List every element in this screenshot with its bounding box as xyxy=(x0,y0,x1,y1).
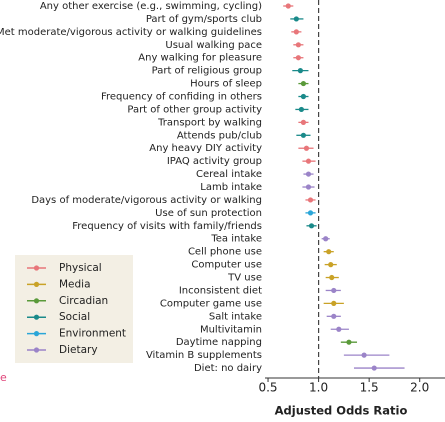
x-tick-label: 0.5 xyxy=(258,381,277,395)
row-label: Inconsistent diet xyxy=(179,285,262,296)
point xyxy=(326,249,332,255)
legend-dot xyxy=(33,281,40,287)
row-label: Vitamin B supplements xyxy=(146,350,262,361)
row-label: Any other exercise (e.g., swimming, cycl… xyxy=(40,1,262,12)
point xyxy=(323,236,329,242)
row-label: Usual walking pace xyxy=(165,40,262,51)
point xyxy=(361,352,367,358)
point xyxy=(295,55,301,61)
row-label: TV use xyxy=(227,273,262,284)
row-label: Any walking for pleasure xyxy=(138,53,262,64)
row-label: Frequency of confiding in others xyxy=(101,92,262,103)
point xyxy=(305,171,312,177)
point xyxy=(300,132,307,138)
point xyxy=(331,300,337,306)
point xyxy=(328,262,334,268)
legend-dot xyxy=(33,314,40,320)
x-tick-label: 1.0 xyxy=(309,381,328,395)
row-label: Days of moderate/vigorous activity or wa… xyxy=(31,195,262,206)
point xyxy=(305,184,312,190)
legend-label: Physical xyxy=(59,262,102,274)
point xyxy=(293,16,299,22)
legend-label: Dietary xyxy=(59,344,98,356)
point xyxy=(307,197,314,203)
point xyxy=(371,365,377,371)
row-label: Multivitamin xyxy=(200,324,262,335)
x-tick-label: 2.0 xyxy=(410,381,429,395)
row-label: Any heavy DIY activity xyxy=(149,143,262,154)
point xyxy=(331,287,337,294)
text-fragment: e xyxy=(0,371,7,384)
legend-dot xyxy=(33,298,40,304)
point xyxy=(293,29,299,35)
row-label: Attends pub/club xyxy=(177,130,262,141)
point xyxy=(285,3,291,9)
point xyxy=(303,145,310,151)
legend-label: Social xyxy=(59,311,90,323)
point xyxy=(300,80,307,87)
legend-dot xyxy=(33,331,40,337)
row-label: Part of other group activity xyxy=(127,104,262,115)
row-label: Transport by walking xyxy=(157,117,262,128)
row-label: Salt intake xyxy=(209,311,262,322)
row-label: Part of religious group xyxy=(152,66,262,77)
point xyxy=(295,42,301,48)
row-label: Hours of sleep xyxy=(190,79,262,90)
point xyxy=(298,106,305,113)
legend-dot xyxy=(33,347,40,353)
point xyxy=(308,223,315,229)
row-label: Computer use xyxy=(191,260,262,271)
row-label: Use of sun protection xyxy=(155,208,262,219)
point xyxy=(346,339,352,345)
x-tick-label: 1.5 xyxy=(360,381,379,395)
row-label: Tea intake xyxy=(210,234,262,245)
point xyxy=(300,93,307,100)
row-label: Daytime napping xyxy=(176,337,262,348)
point xyxy=(300,119,307,125)
row-label: Frequency of visits with family/friends xyxy=(72,221,262,232)
row-label: Met moderate/vigorous activity or walkin… xyxy=(0,27,262,38)
x-axis-label: Adjusted Odds Ratio xyxy=(275,404,408,418)
point xyxy=(305,158,312,164)
row-label: IPAQ activity group xyxy=(167,156,262,167)
legend-dot xyxy=(33,265,40,271)
row-label: Part of gym/sports club xyxy=(146,14,262,25)
point xyxy=(297,68,303,74)
legend-label: Media xyxy=(59,278,91,290)
legend-box xyxy=(15,255,133,363)
point xyxy=(336,326,342,332)
row-label: Cereal intake xyxy=(196,169,262,180)
point xyxy=(307,210,314,216)
legend-label: Environment xyxy=(59,328,126,340)
row-label: Diet: no dairy xyxy=(194,363,262,374)
row-label: Cell phone use xyxy=(188,247,262,258)
point xyxy=(331,313,337,319)
row-label: Computer game use xyxy=(160,298,262,309)
legend-label: Circadian xyxy=(59,295,108,307)
point xyxy=(329,274,335,281)
row-label: Lamb intake xyxy=(200,182,262,193)
